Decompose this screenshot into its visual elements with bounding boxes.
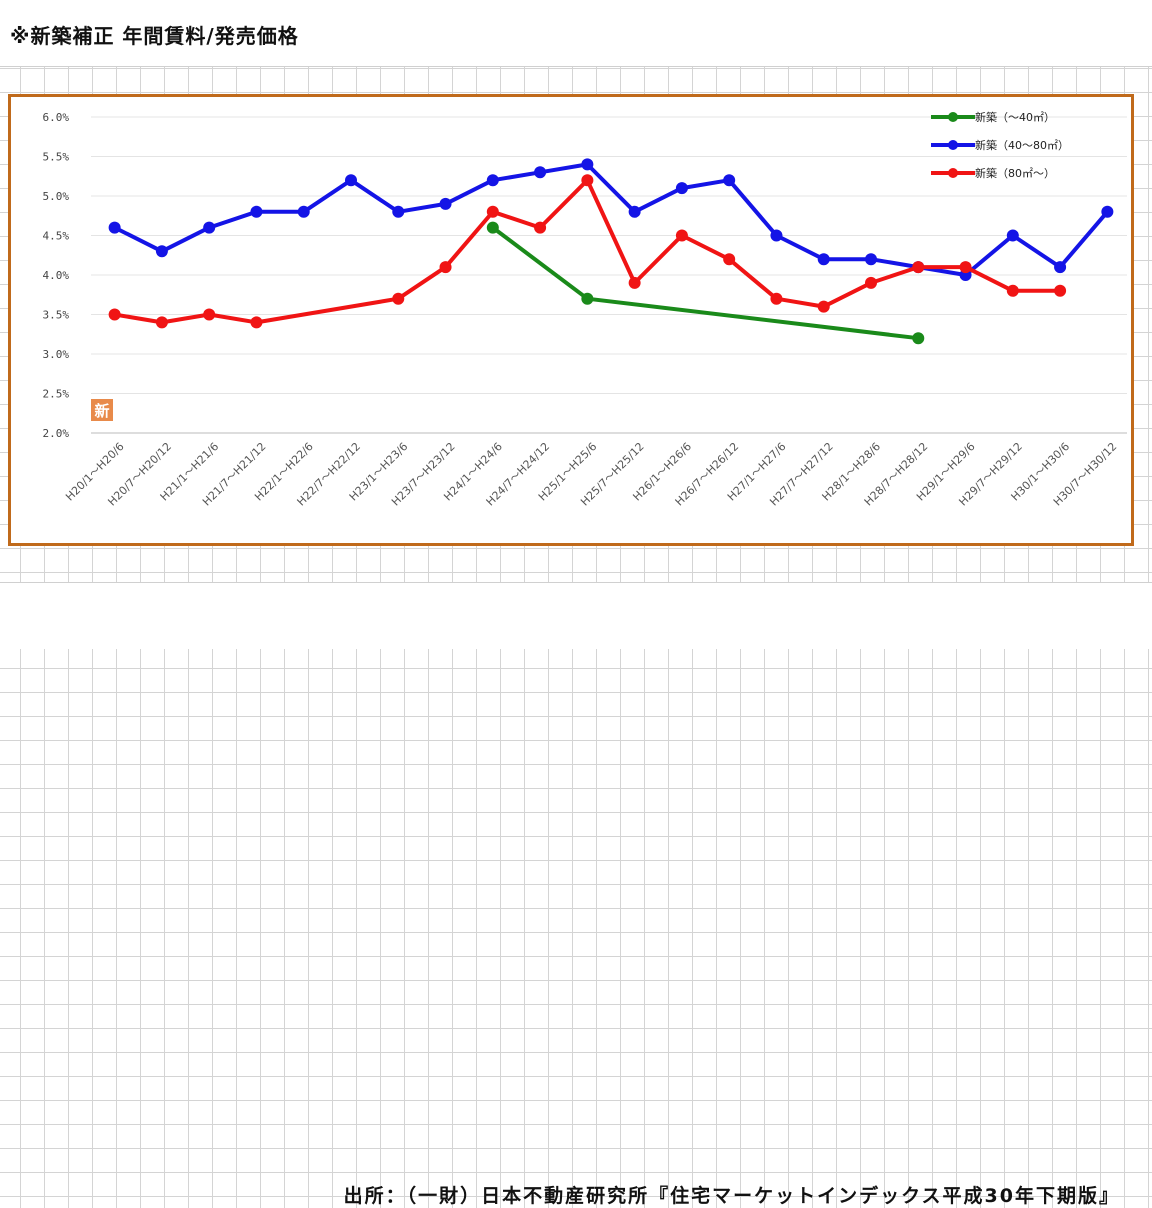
series-3-point: [250, 316, 263, 329]
series-2-point: [250, 205, 263, 218]
series-2-point: [817, 253, 830, 266]
series-3-point: [1006, 284, 1019, 297]
chart-frame: 2.0% 2.5% 3.0% 3.5% 4.0% 4.5% 5.0% 5.5% 6.0% H20…: [8, 94, 1134, 546]
series-1-point: [581, 292, 594, 305]
series-3-point: [534, 221, 547, 234]
page-title: ※新築補正 年間賃料/発売価格: [10, 24, 299, 48]
y-axis-ticks: 2.0% 2.5% 3.0% 3.5% 4.0% 4.5% 5.0% 5.5% 6.0%: [43, 111, 70, 440]
series-3-point: [723, 253, 736, 266]
legend-label-1: 新築（～40㎡）: [975, 110, 1055, 124]
series-line-2: [113, 162, 1109, 277]
series-2-point: [392, 205, 405, 218]
legend: 新築（～40㎡） 新築（40～80㎡） 新築（80㎡～）: [931, 110, 1069, 180]
new-build-badge: 新: [91, 399, 113, 421]
y-tick-label: 2.5%: [43, 388, 70, 401]
source-note: 出所：（一財）日本不動産研究所『住宅マーケットインデックス平成30年下期版』: [343, 1185, 1120, 1207]
series-2-point: [203, 221, 216, 234]
series-2-point: [486, 174, 499, 187]
y-tick-label: 3.5%: [43, 309, 70, 322]
series-1-point: [912, 332, 925, 345]
badge-background: [91, 399, 113, 421]
y-tick-label: 6.0%: [43, 111, 70, 124]
series-1-point: [486, 221, 499, 234]
legend-label-3: 新築（80㎡～）: [975, 166, 1055, 180]
series-3-point: [203, 308, 216, 321]
line-chart: 2.0% 2.5% 3.0% 3.5% 4.0% 4.5% 5.0% 5.5% 6.0% H20…: [43, 110, 1127, 509]
title-band: ※新築補正 年間賃料/発売価格: [0, 0, 1152, 67]
series-2-point: [345, 174, 357, 187]
source-band: 出所：（一財）日本不動産研究所『住宅マーケットインデックス平成30年下期版』: [0, 582, 1152, 1207]
series-2-point: [155, 245, 168, 258]
x-axis-labels: H20/1～H20/6H20/7～H20/12H21/1～H21/6H21/7～…: [63, 440, 1119, 509]
badge-text: 新: [94, 402, 109, 420]
series-2-point: [770, 229, 783, 242]
series-2-point: [108, 221, 121, 234]
series-3-point: [155, 316, 168, 329]
series-3-point: [108, 308, 121, 321]
series-3-point: [439, 261, 452, 274]
series-3-point: [628, 276, 641, 289]
series-3-point: [817, 300, 830, 313]
series-2-point: [581, 158, 594, 171]
series-3-point: [486, 205, 499, 218]
series-3-point: [770, 292, 783, 305]
series-2-point: [1006, 229, 1019, 242]
series-3-point: [392, 292, 405, 305]
series-2-point: [723, 174, 736, 187]
y-tick-label: 5.5%: [43, 151, 70, 164]
series-2-point: [1101, 205, 1114, 218]
series-3-point: [581, 174, 594, 187]
grid-layer: [91, 116, 1127, 434]
series-2-point: [297, 205, 310, 218]
series-layer: [108, 158, 1114, 345]
series-2-point: [534, 166, 547, 179]
series-2-point: [628, 205, 641, 218]
legend-marker-2: [948, 140, 958, 150]
series-3-point: [865, 276, 877, 289]
y-tick-label: 3.0%: [43, 348, 70, 361]
y-tick-label: 2.0%: [43, 427, 70, 440]
legend-label-2: 新築（40～80㎡）: [975, 138, 1069, 152]
series-2-point: [675, 182, 688, 195]
series-2-point: [439, 197, 452, 210]
y-tick-label: 5.0%: [43, 190, 70, 203]
legend-marker-1: [948, 112, 958, 122]
series-line-1: [491, 226, 919, 341]
series-2-point: [1054, 261, 1067, 274]
series-2-point: [865, 253, 877, 266]
legend-marker-3: [948, 168, 958, 178]
y-tick-label: 4.0%: [43, 269, 70, 282]
series-3-point: [1054, 284, 1067, 297]
y-tick-label: 4.5%: [43, 230, 70, 243]
series-3-point: [912, 261, 925, 274]
series-3-point: [959, 261, 972, 274]
series-3-point: [675, 229, 688, 242]
